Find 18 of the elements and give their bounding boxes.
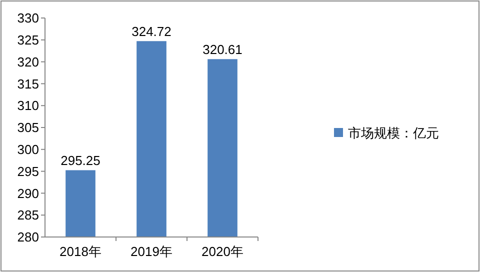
y-tick-label: 315: [17, 76, 39, 92]
data-label: 295.25: [60, 153, 100, 168]
x-tick-label: 2020年: [202, 244, 244, 259]
y-tick-label: 300: [17, 142, 39, 157]
y-tick-label: 325: [17, 32, 39, 48]
y-tick-label: 310: [17, 98, 39, 114]
data-label: 320.61: [202, 42, 242, 58]
x-tick-label: 2018年: [60, 244, 102, 259]
y-tick-label: 285: [17, 208, 39, 223]
y-tick-label: 305: [17, 120, 39, 136]
y-tick-label: 330: [17, 10, 39, 26]
legend-label: 市场规模：亿元: [348, 126, 439, 141]
data-label: 324.72: [132, 24, 172, 40]
y-tick-label: 295: [17, 164, 39, 179]
y-tick-label: 280: [17, 230, 39, 245]
y-tick-label: 290: [17, 186, 39, 201]
y-tick-label: 320: [17, 54, 39, 70]
x-tick-label: 2019年: [130, 244, 172, 259]
